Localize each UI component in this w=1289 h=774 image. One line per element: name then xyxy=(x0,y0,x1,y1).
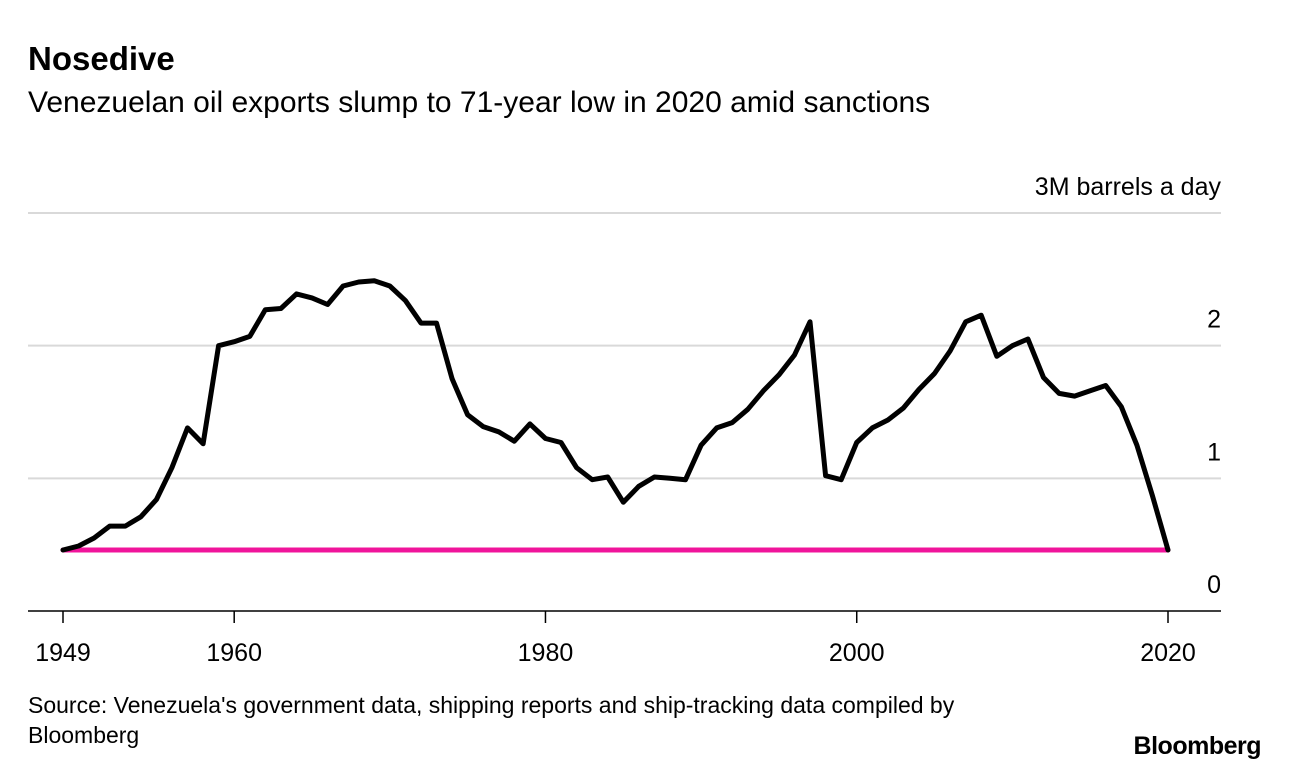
chart-subtitle: Venezuelan oil exports slump to 71-year … xyxy=(28,86,931,119)
data-series xyxy=(60,278,1171,553)
y-tick-label: 0 xyxy=(1207,571,1221,599)
source-note: Source: Venezuela's government data, shi… xyxy=(28,692,955,748)
x-tick-label: 1980 xyxy=(518,639,574,667)
chart-title: Nosedive xyxy=(28,40,175,77)
bloomberg-logo: Bloomberg xyxy=(1133,732,1262,760)
x-tick-label: 1960 xyxy=(206,639,262,667)
y-tick-label: 3M barrels a day xyxy=(1035,173,1222,201)
x-axis-tick-labels: 1949 1960 1980 2000 2020 xyxy=(35,611,1196,667)
series-line xyxy=(60,278,1171,553)
y-axis-tick-labels: 0 1 2 3M barrels a day xyxy=(1035,173,1222,599)
y-tick-label: 2 xyxy=(1207,306,1221,334)
gridlines xyxy=(28,212,1221,480)
x-tick-label: 1949 xyxy=(35,639,91,667)
x-tick-label: 2000 xyxy=(829,639,885,667)
x-tick-label: 2020 xyxy=(1140,639,1196,667)
y-tick-label: 1 xyxy=(1207,438,1221,466)
